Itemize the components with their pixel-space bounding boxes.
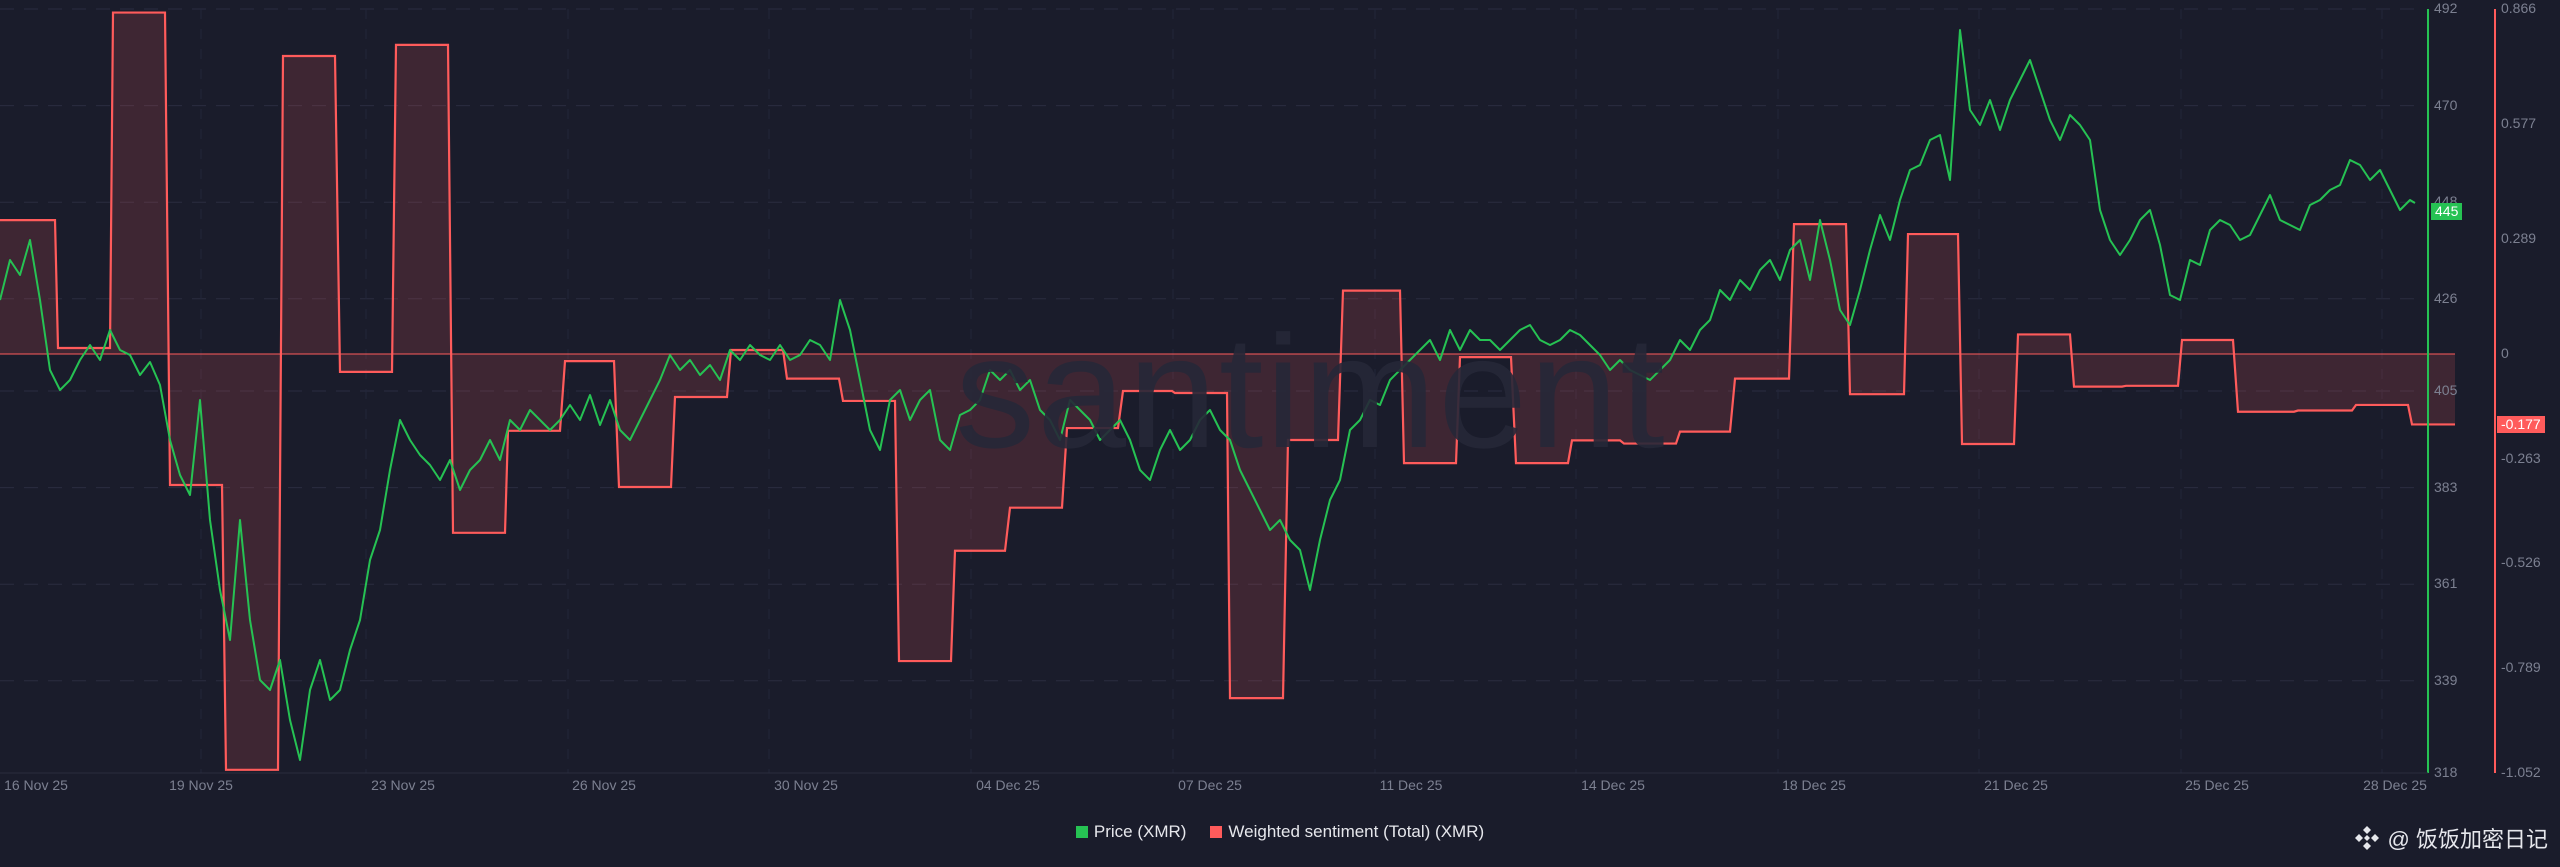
legend-swatch-price: [1075, 826, 1088, 838]
binance-square-icon: [2354, 826, 2379, 850]
sentiment-tick-label: 0.289: [2501, 229, 2537, 246]
sentiment-tick-label: -1.052: [2501, 764, 2541, 780]
sentiment-series: [0, 11, 2455, 771]
legend-label-price: Price (XMR): [1093, 822, 1187, 841]
date-tick-label: 23 Nov 25: [371, 777, 435, 793]
price-tick-label: 318: [2434, 764, 2458, 780]
price-tick-label: 470: [2434, 96, 2458, 113]
author-credit: @ 饭饭加密日记: [2354, 822, 2548, 854]
legend-label-sentiment: Weighted sentiment (Total) (XMR): [1228, 822, 1485, 841]
date-tick-label: 14 Dec 25: [1581, 777, 1645, 793]
price-tick-label: 405: [2434, 382, 2458, 398]
price-series: [0, 29, 2416, 761]
date-tick-label: 28 Dec 25: [2363, 777, 2427, 793]
legend-item-sentiment[interactable]: Weighted sentiment (Total) (XMR): [1210, 822, 1484, 842]
sentiment-tick-label: -0.263: [2501, 449, 2541, 466]
sentiment-tick-label: -0.789: [2501, 659, 2541, 676]
date-tick-label: 30 Nov 25: [774, 777, 838, 793]
legend-swatch-sentiment: [1210, 826, 1223, 838]
date-tick-label: 16 Nov 25: [4, 777, 68, 793]
current-sentiment-badge: -0.177: [2497, 416, 2545, 433]
date-tick-label: 19 Nov 25: [169, 777, 233, 793]
date-tick-label: 04 Dec 25: [976, 777, 1040, 793]
date-tick-label: 26 Nov 25: [572, 777, 636, 793]
sentiment-tick-label: -0.526: [2501, 554, 2541, 571]
date-tick-label: 21 Dec 25: [1984, 777, 2048, 793]
price-tick-label: 361: [2434, 575, 2458, 592]
sentiment-tick-label: 0.866: [2501, 0, 2537, 16]
price-tick-label: 492: [2434, 0, 2458, 16]
sentiment-tick-label: 0.577: [2501, 115, 2537, 132]
date-tick-label: 18 Dec 25: [1782, 777, 1846, 793]
price-tick-label: 383: [2434, 478, 2458, 495]
price-tick-label: 426: [2434, 289, 2458, 306]
date-tick-label: 25 Dec 25: [2185, 777, 2249, 793]
date-tick-label: 07 Dec 25: [1178, 777, 1242, 793]
sentiment-tick-label: 0: [2501, 344, 2509, 361]
legend-item-price[interactable]: Price (XMR): [1075, 822, 1187, 842]
current-price-badge: 445: [2431, 203, 2463, 220]
chart-legend: Price (XMR) Weighted sentiment (Total) (…: [0, 822, 2560, 842]
date-tick-label: 11 Dec 25: [1379, 777, 1443, 793]
author-credit-text: @ 饭饭加密日记: [2387, 827, 2548, 852]
price-tick-label: 339: [2434, 671, 2458, 688]
